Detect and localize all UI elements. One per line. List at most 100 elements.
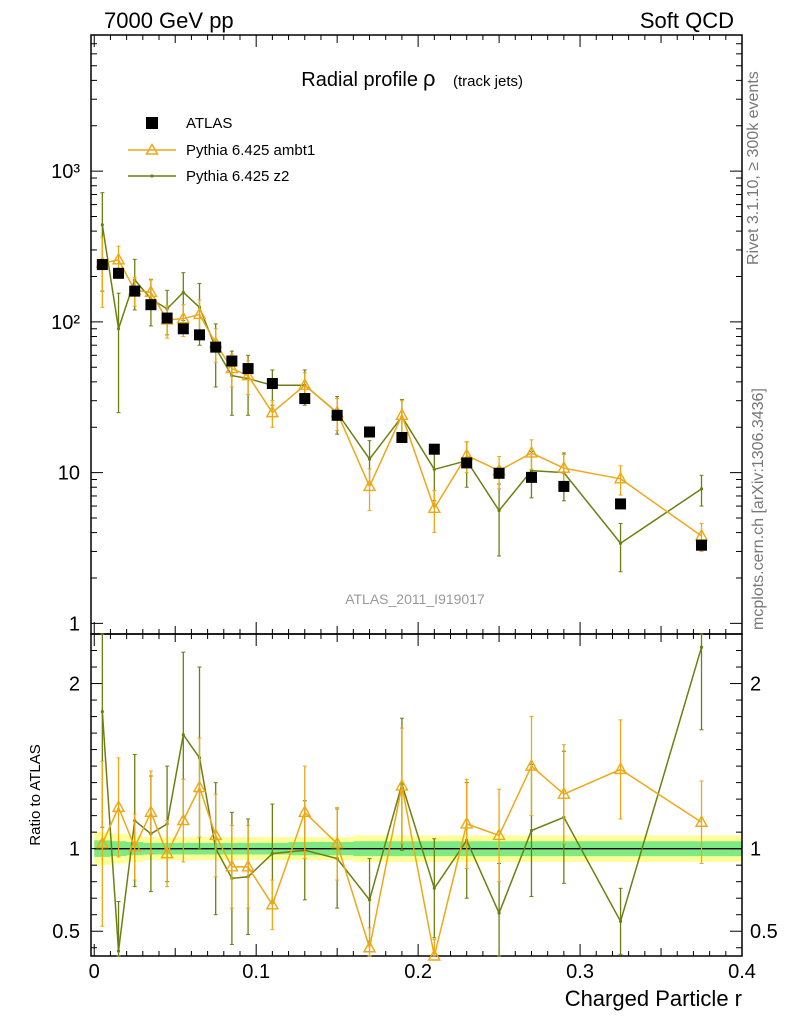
chart-title: Radial profile [301, 69, 418, 91]
ambt1-ratio-point [492, 828, 506, 841]
ambt1-point [144, 284, 158, 298]
z2-ratio-point [618, 919, 623, 923]
atlas-data-point [396, 431, 408, 443]
atlas-data-point [96, 259, 108, 271]
analysis-tag: ATLAS_2011_I919017 [345, 591, 485, 607]
ambt1-ratio-line [101, 764, 702, 957]
ambt1-ratio-point [298, 804, 312, 818]
legend: ATLAS Pythia 6.425 ambt1 Pythia 6.425 z2 [128, 115, 315, 185]
ratio-y-tick-label-right: 0.5 [750, 921, 778, 943]
ambt1-ratio-point [427, 948, 441, 961]
ambt1-ratio-point [160, 846, 174, 859]
ratio-panel: Ratio to ATLAS 0 0.1 0.2 0.3 0.4 0.5 0.5 1 1 2 2 [27, 622, 778, 983]
y-tick-label: 10³ [51, 161, 80, 183]
ambt1-point [265, 405, 280, 418]
ambt1-point [613, 471, 628, 484]
z2-ratio-point [100, 710, 104, 714]
ambt1-point [298, 377, 312, 390]
atlas-data-point [364, 426, 376, 438]
ambt1-point [241, 368, 255, 381]
ratio-y-tick-label-left: 2 [69, 674, 80, 696]
ratio-y-tick-label-left: 0.5 [52, 921, 80, 943]
z2-point [100, 223, 104, 227]
ambt1-ratio-point [128, 839, 142, 852]
ambt1-point [362, 478, 377, 492]
ratio-frame [90, 633, 743, 957]
atlas-data-point [113, 267, 125, 279]
atlas-data-point [242, 363, 254, 375]
z2-ratio-point [116, 949, 121, 953]
ambt1-ratio-point [176, 813, 190, 826]
ambt1-ratio-point [694, 814, 709, 827]
ambt1-point [111, 252, 126, 265]
atlas-data-point [226, 355, 238, 367]
x-tick-label: 0.4 [728, 961, 756, 983]
z2-ratio-point [699, 645, 704, 649]
atlas-data-point [493, 467, 505, 479]
ambt1-point [192, 307, 207, 320]
atlas-data-point [615, 498, 627, 510]
z2-point [497, 508, 501, 513]
z2-ratio-point [529, 828, 534, 833]
ratio-y-tick-label-left: 1 [69, 839, 80, 861]
ambt1-ratio-point [265, 897, 280, 910]
atlas-data-point [558, 480, 570, 492]
y-tick-label: 10² [51, 312, 80, 334]
ambt1-point [557, 460, 571, 473]
ambt1-ratio-point [192, 780, 207, 793]
y-tick-label: 1 [69, 613, 80, 635]
ambt1-ratio-point [395, 778, 409, 791]
z2-point [699, 487, 704, 491]
z2-ratio-point [432, 886, 436, 890]
x-tick-label: 0.2 [404, 961, 432, 983]
ambt1-point [524, 445, 539, 458]
ambt1-point [176, 311, 190, 324]
atlas-data-point [145, 299, 157, 311]
z2-point [116, 327, 121, 331]
ambt1-ratio-point [209, 828, 223, 841]
z2-point [618, 541, 623, 545]
energy-label: 7000 GeV pp [104, 8, 234, 33]
atlas-data-point [428, 443, 440, 455]
ambt1-point [427, 500, 441, 513]
ambt1-point [225, 361, 239, 374]
z2-line [101, 224, 702, 545]
legend-label-ambt1: Pythia 6.425 ambt1 [186, 142, 315, 159]
ambt1-ratio-point [557, 786, 571, 799]
ambt1-ratio-point [241, 859, 255, 872]
x-tick-label: 0 [89, 961, 100, 983]
ambt1-ratio-point [613, 761, 628, 775]
ambt1-ratio-point [95, 836, 110, 849]
ambt1-ratio-point [330, 836, 344, 849]
ambt1-ratio-point [362, 940, 377, 953]
x-tick-label: 0.3 [566, 961, 594, 983]
z2-ratio-point [367, 898, 372, 902]
legend-marker-ambt1 [145, 143, 159, 155]
ambt1-ratio-point [225, 859, 239, 872]
z2-ratio-point [270, 852, 274, 856]
legend-label-atlas: ATLAS [186, 115, 232, 132]
main-panel: Radial profile ρ (track jets) ATLAS_2011… [51, 34, 743, 635]
legend-marker-z2 [150, 174, 154, 178]
legend-label-z2: Pythia 6.425 z2 [186, 168, 289, 185]
atlas-data-point [331, 409, 343, 421]
process-label: Soft QCD [639, 8, 734, 33]
ambt1-ratio-point [144, 804, 158, 818]
z2-point [367, 457, 372, 461]
atlas-data-point [129, 285, 141, 297]
ratio-y-tick-label-right: 1 [750, 839, 761, 861]
y-tick-label: 10 [58, 463, 80, 485]
x-tick-label: 0.1 [242, 961, 270, 983]
z2-ratio-point [181, 733, 185, 737]
ratio-y-tick-label-right: 2 [750, 674, 761, 696]
z2-point [181, 290, 185, 294]
atlas-data-point [210, 341, 222, 353]
atlas-data-point [194, 329, 205, 341]
atlas-data-point [177, 323, 189, 335]
ambt1-ratio-point [111, 799, 126, 813]
ambt1-point [395, 407, 409, 421]
legend-marker-atlas [146, 117, 158, 129]
chart-title-symbol: ρ [423, 66, 436, 91]
chart-subtitle: (track jets) [453, 73, 523, 90]
